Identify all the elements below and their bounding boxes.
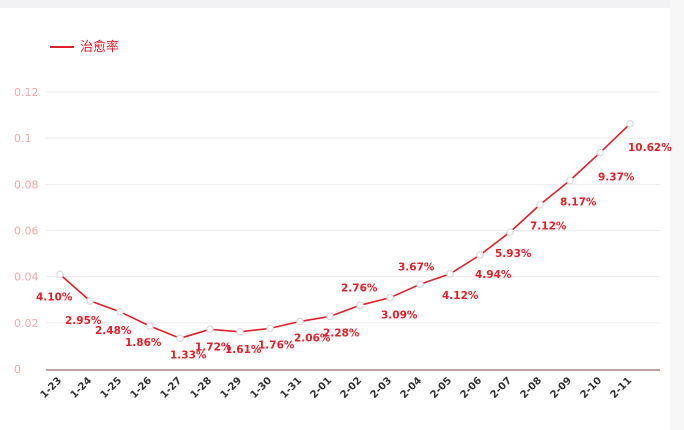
data-point xyxy=(626,120,634,128)
x-tick-label: 2-06 xyxy=(459,375,485,401)
data-point xyxy=(236,328,244,336)
data-label: 3.67% xyxy=(398,261,435,273)
y-axis-ticks: 0 0.02 0.04 0.06 0.08 0.1 0.12 xyxy=(14,86,39,376)
legend-label: 治愈率 xyxy=(80,39,119,55)
top-border xyxy=(0,0,684,8)
data-point xyxy=(326,312,334,321)
data-point xyxy=(536,200,544,209)
x-tick-label: 2-08 xyxy=(519,375,545,401)
x-tick-label: 1-26 xyxy=(129,375,155,401)
data-point xyxy=(356,301,364,310)
data-label: 2.48% xyxy=(95,325,132,337)
data-point xyxy=(116,307,124,316)
x-tick-label: 2-02 xyxy=(339,375,365,401)
data-point xyxy=(416,280,424,289)
data-point xyxy=(566,176,574,185)
data-label: 2.76% xyxy=(341,282,378,294)
x-tick-label: 1-25 xyxy=(99,375,125,401)
data-label: 5.93% xyxy=(495,248,532,260)
data-point xyxy=(266,324,274,333)
data-point xyxy=(206,325,214,334)
x-tick-label: 2-03 xyxy=(369,375,395,401)
data-label: 3.09% xyxy=(381,310,418,322)
data-label: 2.95% xyxy=(65,315,102,327)
data-label: 1.86% xyxy=(125,337,162,349)
x-tick-label: 2-11 xyxy=(609,375,635,401)
y-tick-label: 0.1 xyxy=(14,132,32,145)
x-tick-label: 1-29 xyxy=(219,375,245,401)
x-tick-label: 2-01 xyxy=(309,375,335,401)
data-point xyxy=(386,293,394,302)
series-line-path xyxy=(59,123,631,340)
data-label: 2.28% xyxy=(323,327,360,339)
y-tick-label: 0.08 xyxy=(14,178,39,191)
x-tick-label: 1-27 xyxy=(159,375,185,401)
x-tick-label: 1-24 xyxy=(69,375,95,401)
legend: 治愈率 xyxy=(50,39,119,55)
data-point xyxy=(596,148,604,157)
data-point xyxy=(446,270,454,278)
y-tick-label: 0.02 xyxy=(14,317,39,330)
data-label: 7.12% xyxy=(530,221,567,233)
data-point xyxy=(56,270,64,279)
data-labels: 4.10% 2.95%2.48%1.86% 1.33%1.72%1.61%1.76%… xyxy=(36,142,672,361)
data-point xyxy=(86,297,94,305)
data-point xyxy=(146,322,154,330)
data-label: 4.10% xyxy=(36,291,73,303)
x-tick-label: 2-07 xyxy=(489,375,515,401)
series-line xyxy=(59,123,631,340)
x-tick-label: 1-30 xyxy=(249,375,275,401)
x-tick-label: 1-31 xyxy=(279,375,305,401)
data-label: 1.33% xyxy=(170,349,207,361)
x-tick-label: 2-09 xyxy=(549,375,575,401)
data-label: 9.37% xyxy=(598,172,635,184)
data-label: 1.76% xyxy=(258,339,295,351)
data-label: 4.94% xyxy=(475,269,512,281)
data-label: 4.12% xyxy=(442,290,479,302)
y-tick-label: 0.04 xyxy=(14,271,39,284)
x-tick-label: 2-04 xyxy=(399,375,425,401)
data-label: 2.06% xyxy=(294,332,331,344)
data-point xyxy=(506,228,514,236)
x-tick-label: 1-23 xyxy=(39,375,65,401)
series-points xyxy=(56,120,634,343)
x-tick-label: 2-05 xyxy=(429,375,455,401)
x-tick-label: 1-28 xyxy=(189,375,215,401)
y-tick-label: 0.06 xyxy=(14,225,39,238)
data-label: 1.61% xyxy=(225,344,262,356)
right-border xyxy=(670,0,684,430)
y-tick-label: 0 xyxy=(14,363,21,376)
data-label: 1.72% xyxy=(195,341,232,353)
data-point xyxy=(296,317,304,326)
data-point xyxy=(176,334,184,343)
y-tick-label: 0.12 xyxy=(14,86,39,99)
data-label: 10.62% xyxy=(628,142,672,154)
x-tick-label: 2-10 xyxy=(579,375,605,401)
data-point xyxy=(476,251,484,259)
x-axis-ticks: 1-23 1-24 1-25 1-26 1-27 1-28 1-29 1-30 1-31 2-01… xyxy=(39,375,635,401)
data-label: 8.17% xyxy=(560,196,597,208)
